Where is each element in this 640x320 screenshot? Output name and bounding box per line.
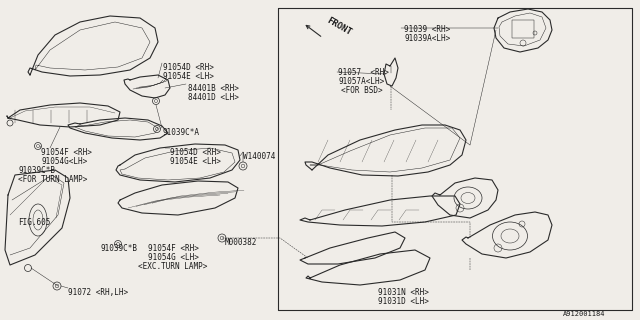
Text: <EXC.TURN LAMP>: <EXC.TURN LAMP> xyxy=(138,262,207,271)
Text: 91054G <LH>: 91054G <LH> xyxy=(148,253,199,262)
Text: M000382: M000382 xyxy=(225,238,257,247)
Text: 91054E <LH>: 91054E <LH> xyxy=(170,157,221,166)
Text: <FOR BSD>: <FOR BSD> xyxy=(341,86,383,95)
Text: FIG.605: FIG.605 xyxy=(18,218,51,227)
Text: 91039C*A: 91039C*A xyxy=(162,128,199,137)
Text: 91057  <RH>: 91057 <RH> xyxy=(338,68,389,77)
Text: 84401B <RH>: 84401B <RH> xyxy=(188,84,239,93)
Text: W140074: W140074 xyxy=(243,152,275,161)
Text: 84401D <LH>: 84401D <LH> xyxy=(188,93,239,102)
Text: 91072 <RH,LH>: 91072 <RH,LH> xyxy=(68,288,128,297)
Text: 91039A<LH>: 91039A<LH> xyxy=(404,34,451,43)
Text: 91039 <RH>: 91039 <RH> xyxy=(404,25,451,34)
Text: A912001184: A912001184 xyxy=(563,311,605,317)
Text: 91039C*B: 91039C*B xyxy=(18,166,55,175)
Text: FRONT: FRONT xyxy=(325,16,353,37)
Text: 91054E <LH>: 91054E <LH> xyxy=(163,72,214,81)
Text: 91039C*B: 91039C*B xyxy=(100,244,137,253)
Text: 91054F <RH>: 91054F <RH> xyxy=(41,148,92,157)
Text: <FOR TURN LAMP>: <FOR TURN LAMP> xyxy=(18,175,88,184)
Text: 91057A<LH>: 91057A<LH> xyxy=(338,77,384,86)
Text: 91054D <RH>: 91054D <RH> xyxy=(170,148,221,157)
Text: 91054F <RH>: 91054F <RH> xyxy=(148,244,199,253)
Text: 91031N <RH>: 91031N <RH> xyxy=(378,288,429,297)
Text: 91054D <RH>: 91054D <RH> xyxy=(163,63,214,72)
Text: 91031D <LH>: 91031D <LH> xyxy=(378,297,429,306)
Bar xyxy=(512,20,534,38)
Text: 91054G<LH>: 91054G<LH> xyxy=(41,157,87,166)
